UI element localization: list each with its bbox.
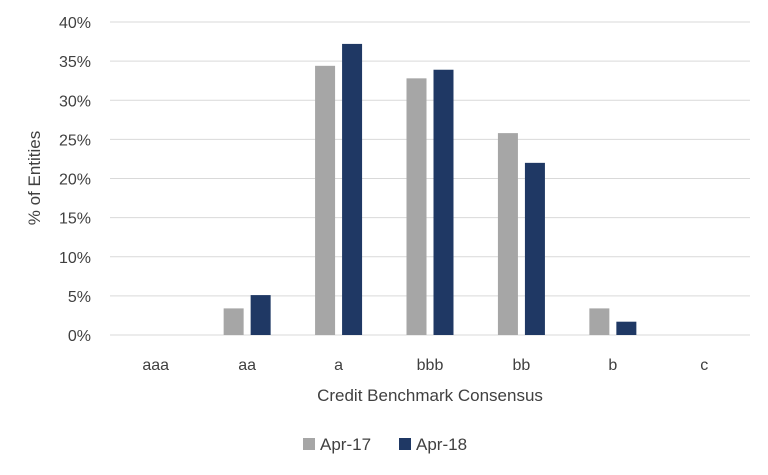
x-tick-label: bb xyxy=(513,357,531,374)
bar-apr-17-b xyxy=(589,308,610,335)
bar-apr-17-bb xyxy=(497,133,518,335)
x-tick-label: c xyxy=(700,357,708,374)
gridlines xyxy=(110,21,750,336)
x-tick-label: aaa xyxy=(142,357,169,374)
x-tick-label: bbb xyxy=(417,357,444,374)
legend-label: Apr-18 xyxy=(416,435,467,454)
x-tick-label: aa xyxy=(238,357,256,374)
legend: Apr-17 Apr-18 xyxy=(303,435,467,454)
bar-apr-18-bb xyxy=(524,162,545,335)
y-axis-title: % of Entities xyxy=(25,131,44,226)
y-tick-label: 15% xyxy=(59,211,91,228)
y-tick-label: 0% xyxy=(68,328,91,345)
legend-swatch-apr-18 xyxy=(399,438,411,450)
bars xyxy=(223,43,637,336)
y-tick-label: 30% xyxy=(59,93,91,110)
bar-apr-18-bbb xyxy=(433,69,454,336)
bar-apr-18-aa xyxy=(250,295,271,335)
y-tick-label: 25% xyxy=(59,132,91,149)
legend-label: Apr-17 xyxy=(320,435,371,454)
bar-apr-18-b xyxy=(616,321,637,335)
y-tick-label: 5% xyxy=(68,289,91,306)
x-axis-ticks: aaa aa a bbb bb b c xyxy=(142,357,708,374)
bar-apr-18-a xyxy=(342,43,363,335)
bar-apr-17-aa xyxy=(223,308,244,335)
y-tick-label: 40% xyxy=(59,15,91,32)
x-axis-title: Credit Benchmark Consensus xyxy=(317,386,543,405)
x-tick-label: b xyxy=(608,357,617,374)
y-tick-label: 35% xyxy=(59,54,91,71)
y-axis-ticks: 0% 5% 10% 15% 20% 25% 30% 35% 40% xyxy=(59,15,91,345)
bar-apr-17-a xyxy=(315,65,336,335)
y-tick-label: 20% xyxy=(59,172,91,189)
x-tick-label: a xyxy=(334,357,343,374)
bar-apr-17-bbb xyxy=(406,78,427,335)
y-tick-label: 10% xyxy=(59,250,91,267)
legend-swatch-apr-17 xyxy=(303,438,315,450)
